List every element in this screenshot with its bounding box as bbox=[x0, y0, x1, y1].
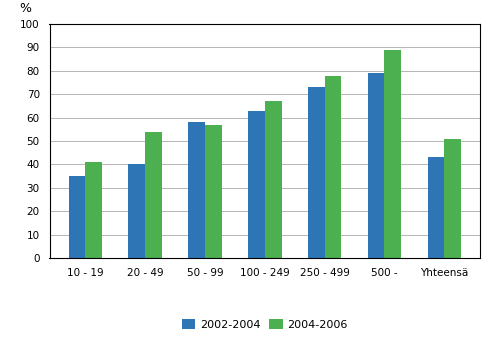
Bar bbox=[385, 50, 401, 258]
Bar bbox=[368, 73, 385, 258]
Bar bbox=[428, 158, 445, 258]
Bar bbox=[205, 125, 222, 258]
Bar bbox=[85, 162, 102, 258]
Bar bbox=[445, 139, 461, 258]
Bar bbox=[188, 122, 205, 258]
Bar bbox=[325, 76, 342, 258]
Text: %: % bbox=[19, 2, 31, 15]
Bar bbox=[265, 101, 282, 258]
Bar bbox=[248, 111, 265, 258]
Bar bbox=[145, 132, 162, 258]
Bar bbox=[308, 87, 325, 258]
Legend: 2002-2004, 2004-2006: 2002-2004, 2004-2006 bbox=[178, 315, 352, 334]
Bar bbox=[128, 164, 145, 258]
Bar bbox=[69, 176, 85, 258]
